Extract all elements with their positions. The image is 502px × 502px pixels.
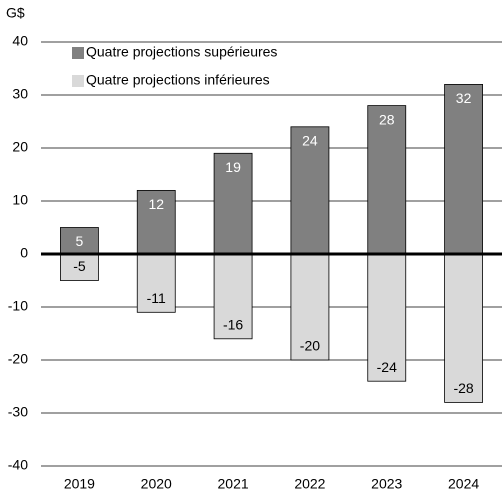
y-tick-label: 10 <box>12 192 28 208</box>
bar <box>444 84 483 255</box>
bar <box>367 253 407 382</box>
bar <box>60 253 99 281</box>
y-tick-label: 40 <box>12 33 28 49</box>
y-tick-label: -20 <box>8 351 28 367</box>
x-tick-label: 2022 <box>294 476 325 492</box>
x-tick-label: 2021 <box>218 476 249 492</box>
y-tick-label: 0 <box>20 245 28 261</box>
x-tick-label: 2023 <box>371 476 402 492</box>
bar <box>213 152 253 255</box>
y-tick-label: 20 <box>12 139 28 155</box>
value-label: 19 <box>225 159 241 175</box>
x-tick-label: 2019 <box>64 476 95 492</box>
value-label: 32 <box>456 90 472 106</box>
y-unit: G$ <box>6 5 25 21</box>
bar <box>136 189 176 255</box>
value-label: 5 <box>76 233 84 249</box>
value-label: 28 <box>379 111 395 127</box>
bar <box>444 253 483 403</box>
legend-swatch <box>72 47 84 59</box>
value-label: 12 <box>148 196 164 212</box>
y-tick-label: 30 <box>12 86 28 102</box>
y-tick-label: -10 <box>8 298 28 314</box>
bar <box>367 105 407 255</box>
y-tick-label: -30 <box>8 404 28 420</box>
bar <box>290 253 330 361</box>
y-tick-label: -40 <box>8 457 28 473</box>
x-tick-label: 2024 <box>448 476 479 492</box>
value-label: -5 <box>73 258 86 274</box>
bar <box>60 227 99 255</box>
value-label: -11 <box>147 290 166 306</box>
bar <box>136 253 176 313</box>
value-label: -20 <box>300 338 320 354</box>
bar <box>290 126 330 255</box>
legend-label: Quatre projections inférieures <box>86 72 270 88</box>
value-label: -28 <box>453 380 473 396</box>
legend-swatch <box>72 75 84 87</box>
value-label: -16 <box>223 317 243 333</box>
value-label: -24 <box>377 359 397 375</box>
x-tick-label: 2020 <box>141 476 172 492</box>
legend-label: Quatre projections supérieures <box>86 44 277 60</box>
value-label: 24 <box>302 133 318 149</box>
